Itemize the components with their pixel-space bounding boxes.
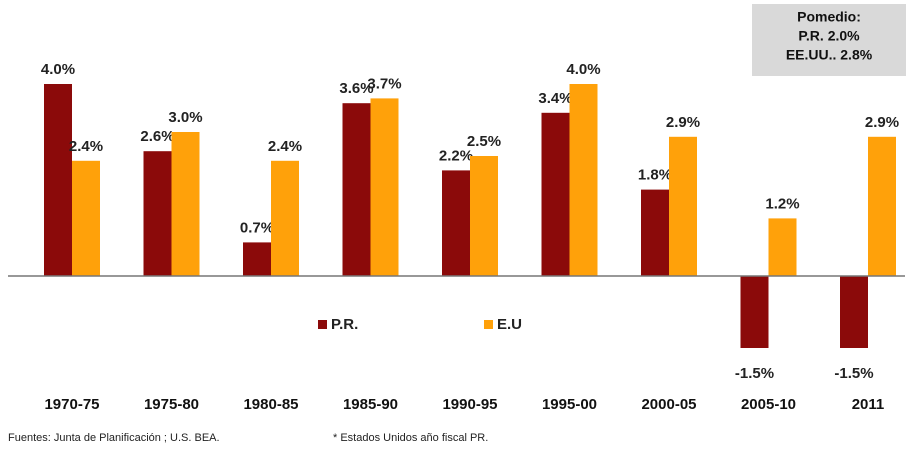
value-label: 3.6%: [339, 80, 373, 97]
bar: [669, 136, 697, 276]
bar: [143, 151, 172, 276]
value-label: 3.4%: [538, 90, 572, 107]
bar: [442, 170, 470, 276]
value-label: 1.8%: [638, 167, 672, 184]
bar: [342, 103, 371, 276]
summary-box: [752, 4, 906, 76]
bar: [470, 156, 498, 276]
value-label: 2.4%: [69, 138, 103, 155]
x-tick-label: 1970-75: [44, 396, 99, 413]
bar: [271, 160, 299, 276]
value-label: 0.7%: [240, 219, 274, 236]
bar: [171, 132, 200, 276]
bar: [370, 98, 399, 277]
value-label: -1.5%: [735, 365, 774, 382]
bar: [44, 84, 72, 276]
x-tick-label: 2005-10: [741, 396, 796, 413]
x-tick-label: 2011: [852, 396, 885, 413]
bar: [72, 160, 100, 276]
value-label: 2.9%: [666, 114, 700, 131]
bar: [740, 276, 769, 348]
value-label: 1.2%: [765, 195, 799, 212]
source-note: Fuentes: Junta de Planificación ; U.S. B…: [8, 432, 220, 444]
summary-title: Pomedio:: [797, 9, 861, 25]
bar: [868, 136, 896, 276]
summary-pr: P.R. 2.0%: [798, 28, 860, 44]
x-tick-label: 2000-05: [641, 396, 696, 413]
bar: [641, 189, 669, 276]
legend-label: E.U: [497, 316, 522, 333]
legend-swatch: [484, 320, 493, 329]
x-tick-label: 1995-00: [542, 396, 597, 413]
bar: [541, 112, 570, 276]
bar: [243, 242, 271, 276]
x-tick-label: 1985-90: [343, 396, 398, 413]
value-label: 4.0%: [566, 61, 600, 78]
value-label: -1.5%: [834, 365, 873, 382]
bar: [768, 218, 797, 276]
footnote: * Estados Unidos año fiscal PR.: [333, 432, 488, 444]
value-label: 2.9%: [865, 114, 899, 131]
bar: [569, 84, 598, 276]
value-label: 2.6%: [140, 128, 174, 145]
summary-us: EE.UU.. 2.8%: [786, 47, 873, 63]
value-label: 2.2%: [439, 147, 473, 164]
legend-swatch: [318, 320, 327, 329]
x-tick-label: 1975-80: [144, 396, 199, 413]
value-label: 4.0%: [41, 61, 75, 78]
bar: [840, 276, 868, 348]
value-label: 3.0%: [168, 109, 202, 126]
x-tick-label: 1990-95: [442, 396, 497, 413]
legend-label: P.R.: [331, 316, 358, 333]
x-tick-label: 1980-85: [243, 396, 298, 413]
value-label: 3.7%: [367, 75, 401, 92]
value-label: 2.5%: [467, 133, 501, 150]
value-label: 2.4%: [268, 138, 302, 155]
